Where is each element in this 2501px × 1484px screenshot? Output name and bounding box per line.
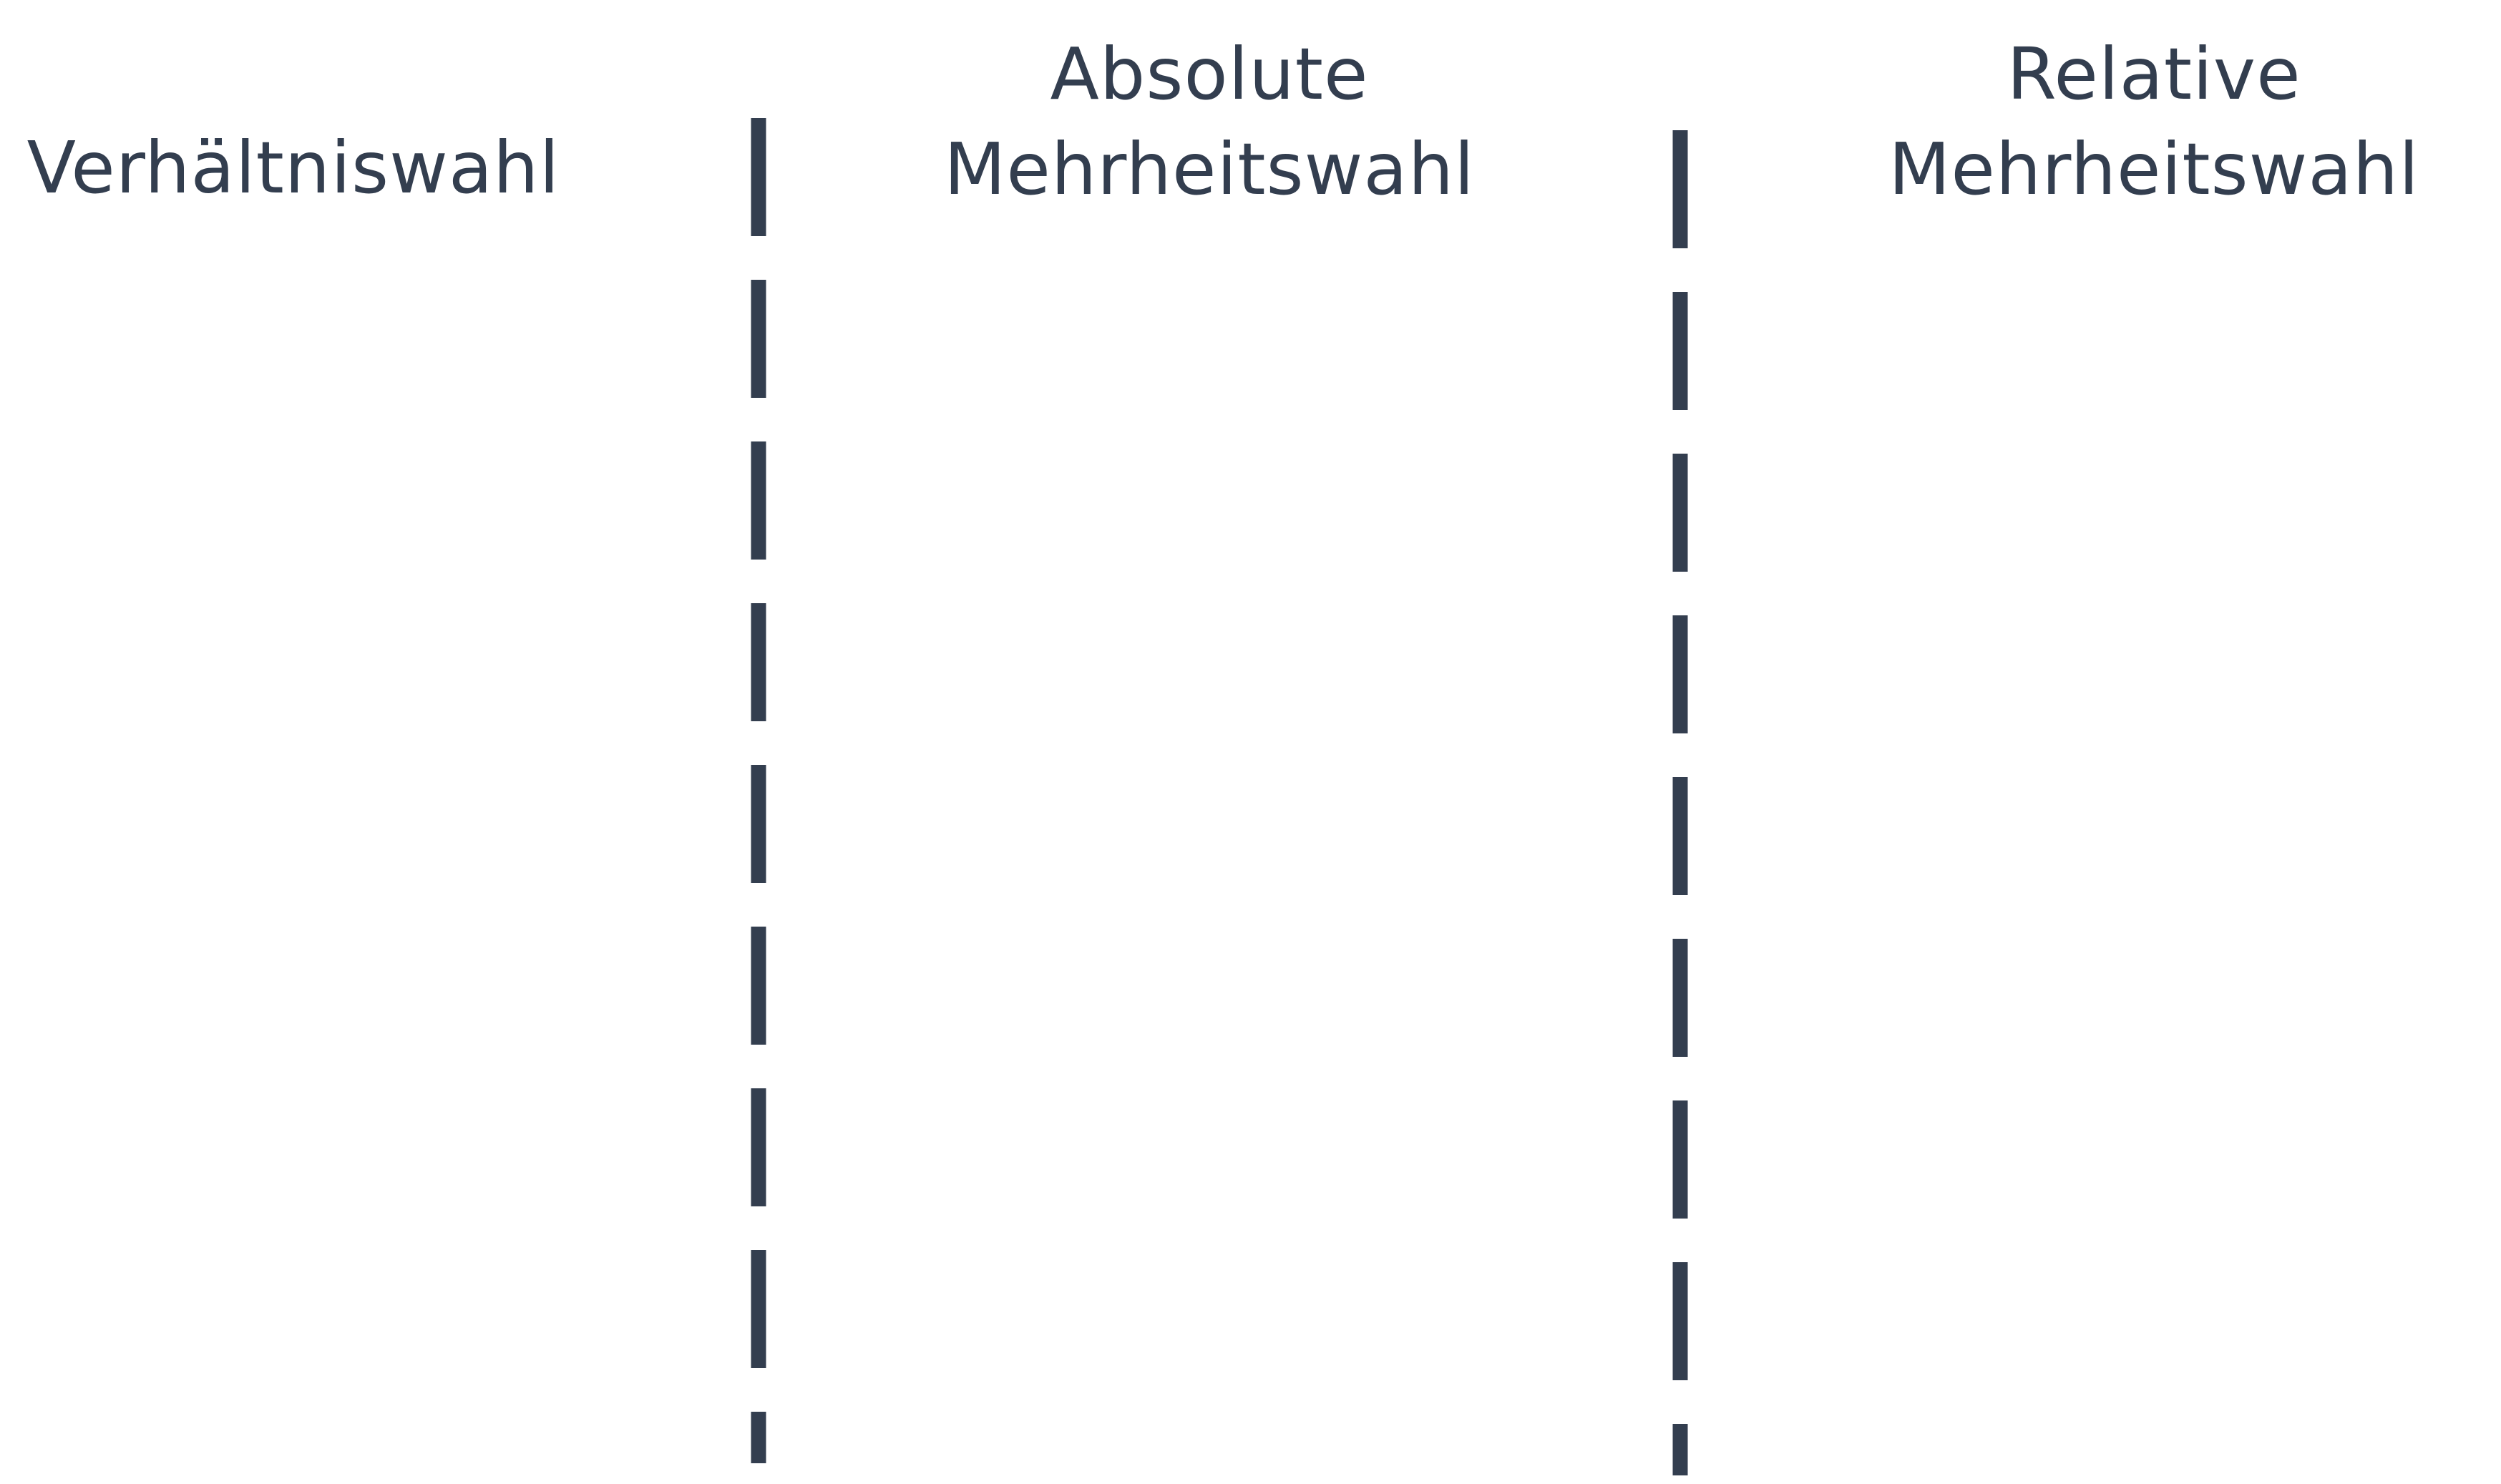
heading-absolute-mehrheitswahl: Absolute Mehrheitswahl	[944, 32, 1475, 211]
column-divider-right	[1672, 130, 1688, 1475]
heading-relative-mehrheitswahl: Relative Mehrheitswahl	[1888, 32, 2419, 211]
column-divider-left	[751, 118, 766, 1463]
heading-verhaeltniswahl: Verhältniswahl	[26, 126, 560, 210]
